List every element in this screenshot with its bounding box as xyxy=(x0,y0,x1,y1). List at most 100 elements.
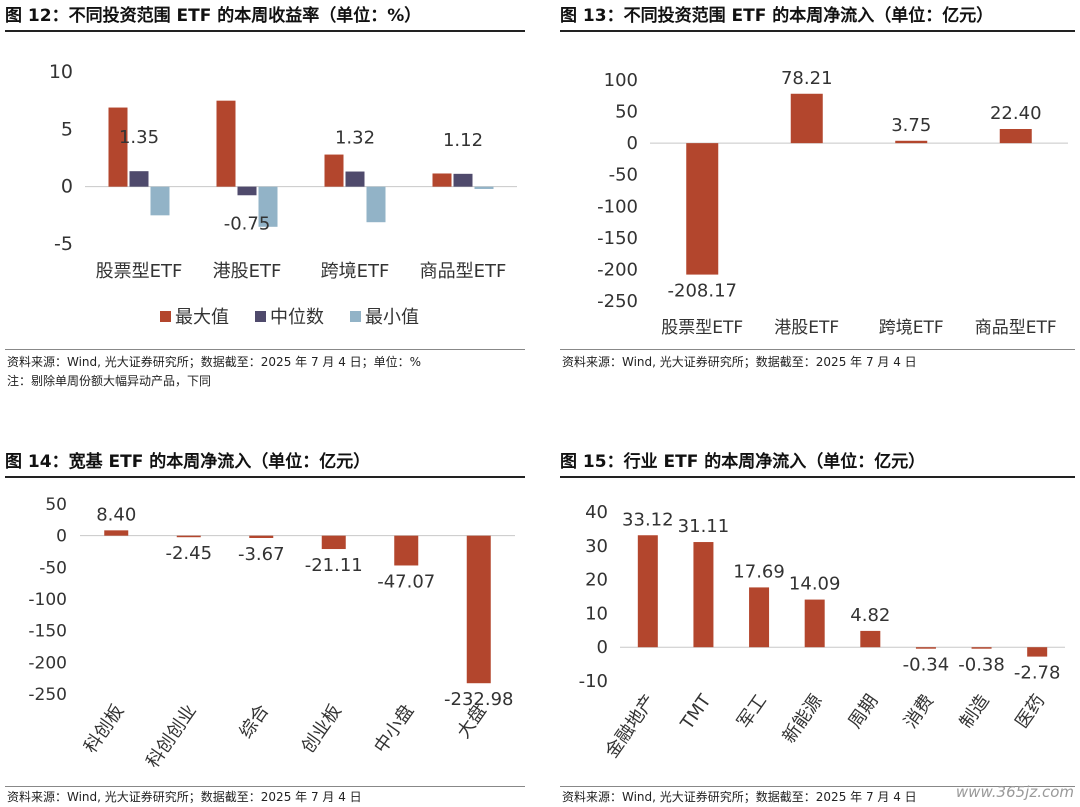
chart-title: 图 15：行业 ETF 的本周净流入（单位：亿元） xyxy=(560,452,926,472)
bar xyxy=(915,647,936,649)
source-note: 资料来源：Wind, 光大证券研究所；数据截至：2025 年 7 月 4 日 xyxy=(562,355,917,369)
bar xyxy=(129,171,149,187)
data-label: 1.32 xyxy=(335,128,375,149)
data-label: 14.09 xyxy=(789,574,841,595)
y-tick-label: 50 xyxy=(615,102,638,123)
chart-fig12: 10 5 0 -5 股票型ETF 港股ETF 跨境ETF 商品型ETF 1.35 -0.75 1.3… xyxy=(49,61,517,328)
x-category-label: 跨境ETF xyxy=(879,318,944,338)
panel-fig12: 图 12：不同投资范围 ETF 的本周收益率（单位：%） 10 5 0 -5 股票型ET… xyxy=(5,0,525,400)
title-rule xyxy=(5,476,525,478)
bar xyxy=(790,93,823,144)
panel-fig14: 图 14：宽基 ETF 的本周净流入（单位：亿元） 50 0 -50 -100 -150… xyxy=(5,448,525,807)
y-tick-label: -250 xyxy=(28,685,67,705)
bar xyxy=(345,171,365,187)
x-category-label: 科创创业 xyxy=(142,701,200,772)
data-label: -2.45 xyxy=(165,543,212,564)
bar xyxy=(258,186,278,227)
bar xyxy=(999,128,1032,144)
x-category-label: 周期 xyxy=(845,691,883,733)
legend-label: 最大值 xyxy=(175,307,229,328)
footnote: 注：剔除单周份额大幅异动产品，下同 xyxy=(7,374,212,388)
y-tick-label: -100 xyxy=(597,196,638,217)
footer-rule xyxy=(5,786,525,787)
bar xyxy=(686,143,719,275)
x-category-label: 创业板 xyxy=(298,701,346,757)
data-label: -47.07 xyxy=(377,571,435,592)
data-label: -208.17 xyxy=(668,281,737,302)
source-note: 资料来源：Wind, 光大证券研究所；数据截至：2025 年 7 月 4 日；单… xyxy=(7,355,422,369)
source-note: 资料来源：Wind, 光大证券研究所；数据截至：2025 年 7 月 4 日 xyxy=(562,790,917,804)
bar xyxy=(216,100,236,187)
data-label: 3.75 xyxy=(891,115,931,136)
data-label: 1.35 xyxy=(119,127,159,148)
footer-rule xyxy=(560,786,1075,787)
bar xyxy=(176,535,201,538)
bar xyxy=(466,535,491,684)
x-category-label: 医药 xyxy=(1011,691,1049,733)
y-tick-label: 0 xyxy=(627,133,638,154)
y-tick-label: 10 xyxy=(49,61,73,83)
x-category-label: 军工 xyxy=(733,691,771,733)
data-label: 78.21 xyxy=(781,68,833,89)
data-label: 33.12 xyxy=(622,509,674,530)
y-tick-label: 0 xyxy=(61,176,73,198)
y-tick-label: -50 xyxy=(609,165,638,186)
title-rule xyxy=(5,30,525,32)
y-tick-label: -50 xyxy=(39,558,67,578)
source-note: 资料来源：Wind, 光大证券研究所；数据截至：2025 年 7 月 4 日 xyxy=(7,790,362,804)
bar xyxy=(237,186,257,196)
bar xyxy=(104,530,129,536)
y-tick-label: 30 xyxy=(585,536,608,557)
x-category-label: 金融地产 xyxy=(601,691,659,762)
bar xyxy=(432,173,452,187)
data-label: -3.67 xyxy=(238,544,285,565)
y-tick-label: 0 xyxy=(56,527,67,547)
footer-rule xyxy=(560,349,1075,350)
bar xyxy=(453,173,473,187)
x-category-label: 股票型ETF xyxy=(661,318,743,338)
x-category-label: 中小盘 xyxy=(370,701,418,757)
legend-label: 最小值 xyxy=(365,307,419,328)
legend-swatch xyxy=(255,311,266,322)
x-category-label: 商品型ETF xyxy=(975,318,1057,338)
y-tick-label: 100 xyxy=(604,70,638,91)
data-label: 1.12 xyxy=(443,130,483,151)
bar xyxy=(321,535,346,550)
x-category-label: 股票型ETF xyxy=(96,261,183,282)
data-label: -2.78 xyxy=(1014,663,1061,684)
data-label: 4.82 xyxy=(850,605,890,626)
x-category-label: TMT xyxy=(676,690,716,734)
bar xyxy=(108,107,128,187)
y-tick-label: 40 xyxy=(585,502,608,523)
x-category-label: 港股ETF xyxy=(774,318,839,338)
legend-swatch xyxy=(160,311,171,322)
panel-fig13: 图 13：不同投资范围 ETF 的本周净流入（单位：亿元） 100 50 0 -50 -… xyxy=(560,0,1075,400)
watermark: www.365jz.com xyxy=(955,783,1074,801)
bar xyxy=(971,647,992,649)
y-tick-label: -200 xyxy=(597,259,638,280)
bar xyxy=(150,186,170,216)
data-label: -21.11 xyxy=(305,555,363,576)
legend-label: 中位数 xyxy=(270,307,324,328)
chart-fig13: 100 50 0 -50 -100 -150 -200 -250 股票型ETF 港股ETF 跨境ET… xyxy=(597,68,1068,338)
data-label: 31.11 xyxy=(678,516,730,537)
y-tick-label: -150 xyxy=(28,622,67,642)
x-category-label: 商品型ETF xyxy=(420,261,507,282)
title-rule xyxy=(560,476,1075,478)
data-label: -232.98 xyxy=(444,689,513,710)
bar xyxy=(693,542,714,648)
data-label: -0.34 xyxy=(903,654,950,675)
data-label: -0.38 xyxy=(958,654,1005,675)
y-tick-label: 20 xyxy=(585,570,608,591)
legend-swatch xyxy=(350,311,361,322)
bar xyxy=(249,535,274,538)
x-category-label: 综合 xyxy=(235,701,273,743)
y-tick-label: -200 xyxy=(28,653,67,673)
x-category-label: 港股ETF xyxy=(213,261,282,282)
y-tick-label: -100 xyxy=(28,590,67,610)
panel-fig15: 图 15：行业 ETF 的本周净流入（单位：亿元） 40 30 20 10 0 -10 金融… xyxy=(560,448,1075,807)
bar xyxy=(637,535,658,648)
data-label: -0.75 xyxy=(224,213,271,234)
